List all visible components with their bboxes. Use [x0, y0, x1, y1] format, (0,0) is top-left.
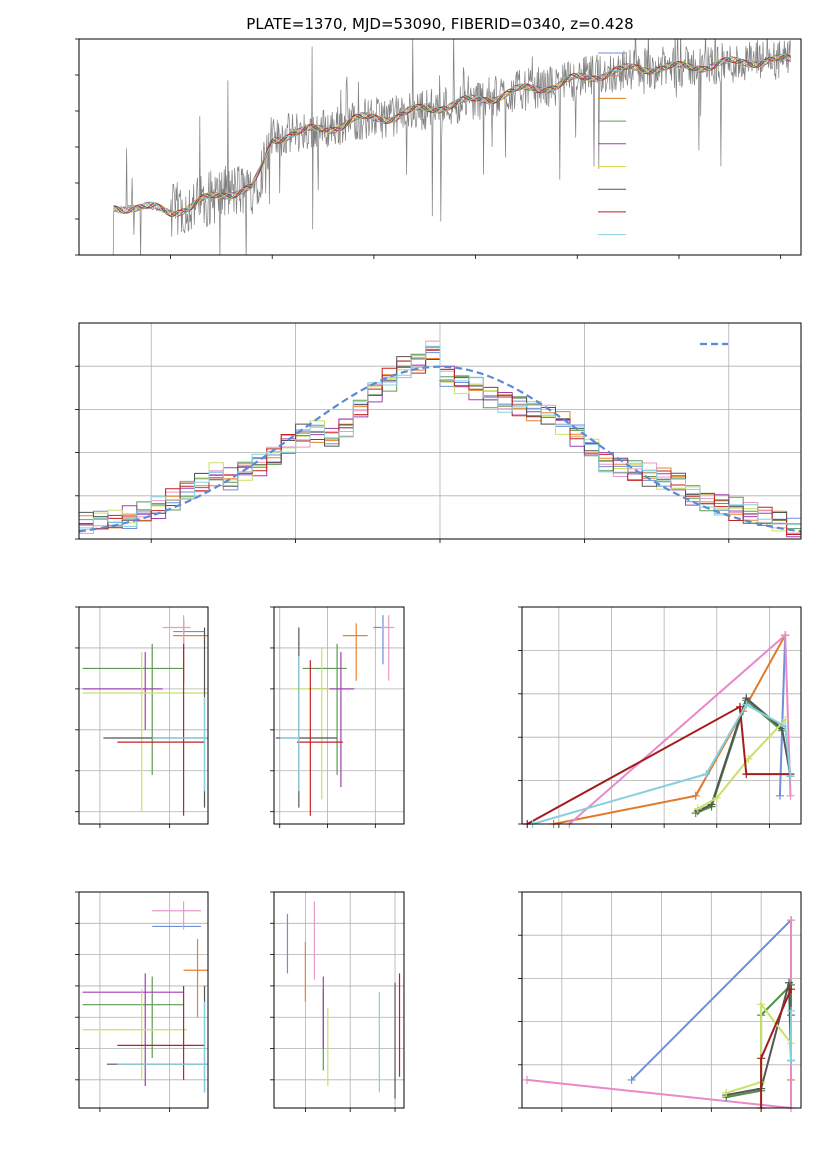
- model-line-4: [113, 54, 791, 217]
- model-line-8: [113, 53, 792, 215]
- plot-area: [82, 901, 208, 1093]
- chart-residuals: [75, 322, 802, 543]
- grid: [274, 891, 404, 1108]
- chart-mass-vs-EBV: [270, 891, 405, 1112]
- weight-marker: [742, 700, 751, 709]
- weight-line-4: [726, 982, 792, 1096]
- weight-marker: [627, 1075, 636, 1084]
- plot-area: [275, 615, 395, 816]
- axes-frame: [78, 322, 802, 540]
- weight-marker: [712, 793, 721, 802]
- chart-weight-vs-Z: [518, 891, 802, 1112]
- legend: [598, 52, 626, 236]
- weight-marker: [775, 791, 784, 800]
- figure-title: PLATE=1370, MJD=53090, FIBERID=0340, z=0…: [246, 15, 633, 33]
- hist-series-8: [79, 345, 801, 529]
- weight-marker: [785, 978, 794, 987]
- weight-line-0: [630, 919, 792, 1081]
- weight-line-5: [697, 719, 786, 810]
- weight-marker: [786, 772, 795, 781]
- weight-line-5: [726, 1001, 792, 1094]
- plot-area: [109, 39, 792, 255]
- weight-marker: [742, 770, 751, 779]
- weight-marker: [786, 791, 795, 800]
- axes-frame: [273, 891, 405, 1109]
- grid: [522, 891, 801, 1109]
- axes-frame: [273, 606, 405, 825]
- weight-marker: [722, 1088, 731, 1097]
- model-line-7: [113, 54, 792, 217]
- weight-marker: [757, 1054, 766, 1063]
- weight-marker: [781, 631, 790, 640]
- weight-line-2: [526, 920, 792, 1110]
- weight-marker: [787, 985, 796, 994]
- axes-frame: [78, 38, 802, 256]
- chart-weight-vs-age: [518, 606, 802, 828]
- plot-area: [78, 340, 802, 538]
- weight-marker: [691, 791, 700, 800]
- weight-marker: [757, 1000, 766, 1009]
- chart-mass-vs-Z: [75, 891, 209, 1112]
- weight-line-3: [726, 982, 792, 1099]
- weight-line-7: [532, 703, 792, 825]
- chart-age-vs-Z: [75, 606, 209, 828]
- grid: [79, 891, 208, 1108]
- weight-marker: [735, 702, 744, 711]
- chart-age-vs-mass: [270, 606, 405, 828]
- grid: [79, 606, 208, 824]
- weight-marker: [781, 722, 790, 731]
- weight-marker: [787, 1056, 796, 1065]
- normal-curve: [78, 365, 802, 533]
- weight-marker: [522, 1075, 531, 1084]
- chart-spectrum: [75, 38, 802, 259]
- grid: [274, 606, 404, 824]
- axes-frame: [78, 891, 209, 1109]
- weight-line-0: [778, 635, 787, 796]
- weight-line-2: [568, 633, 792, 825]
- plot-area: [522, 916, 796, 1112]
- weight-marker: [787, 1006, 796, 1015]
- grid: [522, 606, 801, 825]
- plot-area: [82, 615, 208, 816]
- axes-frame: [78, 606, 209, 825]
- weight-marker: [787, 916, 796, 925]
- weight-line-1: [553, 634, 787, 825]
- axes-frame: [521, 891, 802, 1109]
- plot-area: [523, 631, 795, 828]
- weight-line-6: [526, 705, 791, 825]
- weight-line-6: [760, 988, 792, 1108]
- weight-marker: [702, 770, 711, 779]
- axes-frame: [521, 606, 802, 825]
- plot-area: [286, 901, 401, 1099]
- weight-marker: [693, 804, 702, 813]
- data-spectrum-line: [109, 39, 791, 255]
